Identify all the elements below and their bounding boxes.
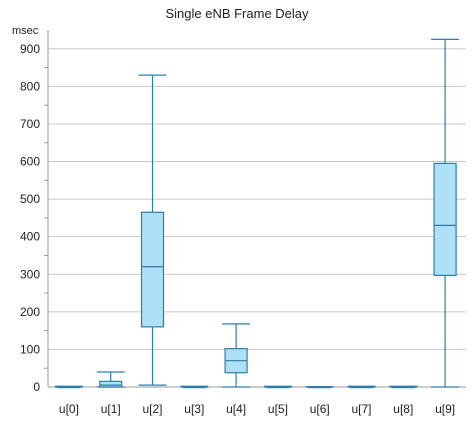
x-tick-label: u[2]	[142, 402, 162, 416]
y-tick-label: 800	[20, 79, 40, 93]
x-tick-label: u[0]	[59, 402, 79, 416]
chart-title: Single eNB Frame Delay	[165, 6, 309, 21]
x-tick-label: u[6]	[310, 402, 330, 416]
y-tick-label: 500	[20, 192, 40, 206]
box-2	[138, 74, 167, 386]
iqr-box	[99, 380, 123, 388]
y-tick-label: 0	[33, 380, 40, 394]
y-tick-label: 100	[20, 342, 40, 356]
box-7	[347, 385, 376, 389]
iqr-box	[140, 211, 165, 328]
box-8	[389, 385, 418, 389]
x-tick-label: u[5]	[268, 402, 288, 416]
grid-lines	[44, 30, 466, 388]
y-tick-label: 200	[20, 305, 40, 319]
y-axis-ticks: 0 100 200 300 400 500 600 700 800 900	[20, 42, 40, 394]
iqr-box	[433, 162, 457, 276]
box-9	[431, 38, 460, 388]
box-6	[305, 386, 334, 389]
box-5	[263, 385, 292, 389]
y-tick-label: 700	[20, 117, 40, 131]
box-series	[54, 38, 460, 389]
y-tick-label: 300	[20, 267, 40, 281]
x-tick-label: u[8]	[393, 402, 413, 416]
y-axis-unit-label: msec	[12, 25, 39, 37]
x-tick-label: u[4]	[226, 402, 246, 416]
x-tick-label: u[9]	[435, 402, 455, 416]
y-tick-label: 900	[20, 42, 40, 56]
y-tick-label: 400	[20, 230, 40, 244]
box-1	[96, 371, 125, 388]
x-axis-ticks: u[0] u[1] u[2] u[3] u[4] u[5] u[6] u[7] u[8] u[9]	[59, 402, 455, 416]
y-tick-label: 600	[20, 155, 40, 169]
x-tick-label: u[3]	[184, 402, 204, 416]
box-0	[54, 385, 83, 389]
box-4	[222, 323, 251, 388]
box-3	[180, 385, 209, 389]
x-tick-label: u[7]	[351, 402, 371, 416]
x-tick-label: u[1]	[101, 402, 121, 416]
